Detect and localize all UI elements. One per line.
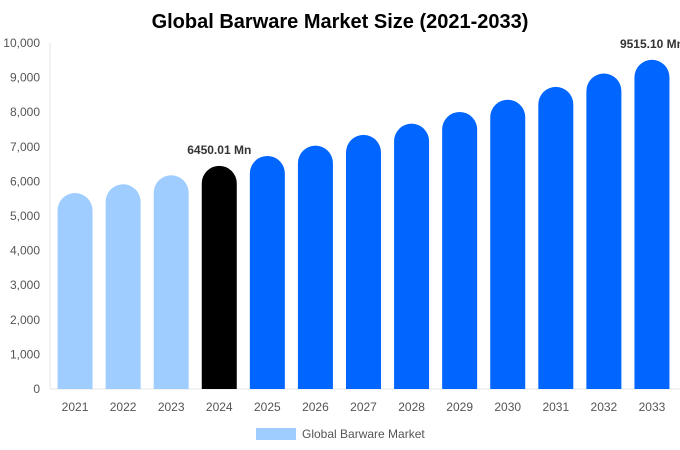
x-tick-label: 2021: [62, 400, 89, 414]
y-tick-label: 1,000: [10, 347, 40, 361]
bars: [57, 59, 670, 389]
y-tick-label: 0: [33, 382, 40, 396]
y-tick-label: 3,000: [10, 278, 40, 292]
legend-label: Global Barware Market: [302, 427, 425, 441]
data-label-2024: 6450.01 Mn: [187, 143, 251, 157]
bar-2026[interactable]: [297, 145, 333, 389]
bar-2028[interactable]: [394, 123, 430, 389]
data-label-2033: 9515.10 Mn: [620, 37, 680, 51]
x-tick-label: 2028: [398, 400, 425, 414]
data-labels: 6450.01 Mn 9515.10 Mn: [187, 37, 680, 157]
x-tick-label: 2025: [254, 400, 281, 414]
bar-2022[interactable]: [105, 184, 141, 389]
x-tick-label: 2022: [110, 400, 137, 414]
y-tick-label: 2,000: [10, 313, 40, 327]
y-tick-label: 4,000: [10, 244, 40, 258]
x-tick-label: 2023: [158, 400, 185, 414]
bar-2025[interactable]: [249, 155, 285, 389]
x-tick-label: 2024: [206, 400, 233, 414]
y-tick-label: 6,000: [10, 174, 40, 188]
x-axis: 2021 2022 2023 2024 2025 2026 2027 2028 2029 2030…: [62, 400, 666, 414]
bar-2033[interactable]: [634, 59, 670, 389]
y-tick-label: 10,000: [3, 36, 40, 50]
bar-2027[interactable]: [346, 134, 381, 389]
bar-2021[interactable]: [57, 192, 93, 389]
bar-2023[interactable]: [153, 175, 189, 389]
x-tick-label: 2027: [350, 400, 377, 414]
bar-2024[interactable]: [201, 165, 237, 389]
y-tick-label: 5,000: [10, 209, 40, 223]
legend[interactable]: Global Barware Market: [256, 427, 425, 441]
x-tick-label: 2031: [542, 400, 569, 414]
x-tick-label: 2029: [446, 400, 473, 414]
bar-2030[interactable]: [490, 99, 526, 389]
x-tick-label: 2033: [639, 400, 666, 414]
y-tick-label: 7,000: [10, 140, 40, 154]
chart-title: Global Barware Market Size (2021-2033): [152, 11, 529, 33]
bar-2029[interactable]: [442, 111, 478, 389]
x-tick-label: 2026: [302, 400, 329, 414]
bar-2032[interactable]: [586, 73, 622, 389]
y-tick-label: 9,000: [10, 71, 40, 85]
y-tick-label: 8,000: [10, 105, 40, 119]
x-tick-label: 2030: [494, 400, 521, 414]
legend-swatch: [256, 428, 296, 440]
y-axis: 0 1,000 2,000 3,000 4,000 5,000 6,000 7,000 8,00…: [3, 36, 680, 396]
x-tick-label: 2032: [591, 400, 618, 414]
bar-2031[interactable]: [538, 86, 574, 389]
